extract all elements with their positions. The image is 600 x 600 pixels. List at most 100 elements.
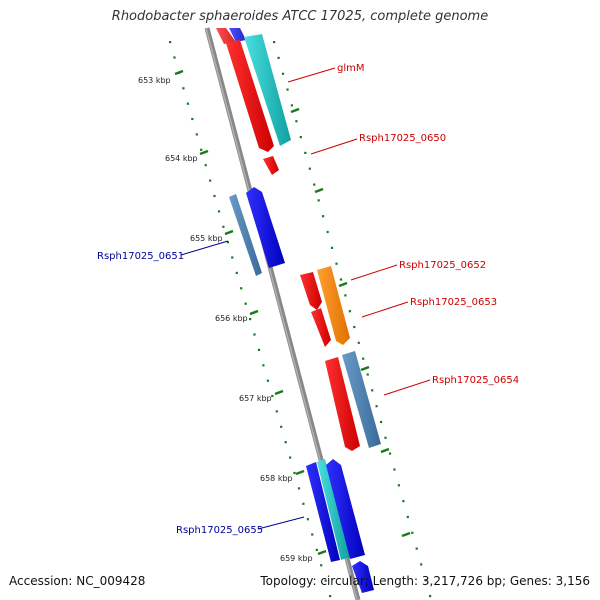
tick-dot (393, 468, 396, 471)
tick-dot (290, 104, 293, 107)
tick-dot (317, 199, 320, 202)
tick-dot (329, 595, 332, 598)
tick-dot (244, 302, 247, 305)
tick-mark (380, 447, 390, 454)
tick-mark (290, 107, 300, 114)
tick-dot (388, 452, 392, 455)
gene-label-glmM[interactable]: glmM (337, 63, 365, 74)
leader-line (287, 67, 336, 83)
feature-cyan-glmM[interactable] (244, 34, 291, 146)
tick-dot (335, 262, 338, 265)
gene-arrow-bottom-blue[interactable] (352, 561, 374, 593)
gene-labels: glmM Rsph17025_0650 Rsph17025_0651 Rsph1… (97, 63, 519, 536)
leader-line (310, 138, 358, 155)
tick-mark (274, 389, 284, 396)
tick-dot (397, 484, 400, 487)
tick-dot (384, 436, 387, 439)
tick-mark (224, 229, 234, 236)
tick-dot (297, 487, 301, 490)
gene-arrow-rsph0650[interactable] (263, 156, 279, 175)
tick-dot (182, 87, 185, 90)
tick-track-outer (169, 41, 332, 598)
tick-dot (357, 341, 360, 344)
feature-orange-rsph0653[interactable] (317, 266, 350, 345)
tick-dot (266, 379, 269, 382)
tick-dot (402, 500, 405, 503)
leader-line (361, 301, 409, 318)
tick-label: 655 kbp (190, 234, 223, 243)
tick-dot (344, 294, 347, 297)
gene-label-rsph0651[interactable]: Rsph17025_0651 (97, 251, 184, 262)
tick-track-inner (273, 41, 432, 598)
gene-label-rsph0652[interactable]: Rsph17025_0652 (399, 260, 486, 271)
tick-dot (169, 41, 172, 44)
tick-label: 653 kbp (138, 76, 171, 85)
tick-dot (415, 547, 418, 550)
gene-arrow-rsph0655-outer[interactable] (306, 462, 340, 562)
tick-dot (362, 357, 365, 360)
gene-label-rsph0654[interactable]: Rsph17025_0654 (432, 375, 519, 386)
tick-dot (213, 194, 216, 198)
tick-dot (406, 515, 409, 519)
gene-label-rsph0650[interactable]: Rsph17025_0650 (359, 133, 446, 144)
feature-cyan-rsph0655[interactable] (317, 459, 350, 560)
tick-dot (420, 563, 423, 566)
tick-dot (429, 595, 432, 598)
topology-label: Topology: circular; Length: 3,217,726 bp… (260, 574, 590, 588)
tick-dot (302, 502, 305, 505)
tick-mark (401, 531, 411, 538)
accession-label: Accession: NC_009428 (9, 574, 146, 588)
tick-dot (299, 136, 302, 139)
tick-dot (226, 241, 229, 244)
tick-dot (275, 410, 278, 413)
tick-dot (286, 88, 289, 91)
tick-dot (315, 548, 318, 551)
gene-arrow-top-blue[interactable] (229, 28, 246, 42)
feature-steelblue-rsph0654[interactable] (342, 351, 381, 448)
gene-arrow-rsph0654[interactable] (325, 357, 360, 451)
tick-mark (314, 187, 324, 194)
tick-dot (375, 405, 378, 408)
tick-label: 654 kbp (165, 154, 198, 163)
tick-label: 656 kbp (215, 314, 248, 323)
tick-mark (338, 281, 348, 288)
tick-dot (173, 56, 176, 59)
tick-dot (231, 256, 234, 259)
tick-mark (295, 469, 305, 476)
tick-dot (295, 120, 298, 123)
gene-arrow-rsph0655[interactable] (326, 459, 365, 559)
tick-dot (304, 151, 307, 154)
leader-line (180, 240, 229, 256)
tick-dot (271, 394, 274, 398)
tick-dot (186, 102, 189, 105)
tick-dot (249, 318, 252, 321)
gene-arrow-top-red[interactable] (216, 28, 236, 44)
leader-line (383, 379, 431, 396)
leader-line (257, 516, 305, 530)
tick-dot (339, 278, 343, 281)
tick-dot (324, 579, 327, 582)
gene-label-rsph0653[interactable]: Rsph17025_0653 (410, 297, 497, 308)
gene-arrow-glmM[interactable] (226, 40, 274, 152)
gene-label-rsph0655[interactable]: Rsph17025_0655 (176, 525, 263, 536)
tick-dot (330, 246, 334, 249)
tick-mark (317, 549, 327, 556)
feature-steelblue-rsph0651[interactable] (229, 194, 262, 276)
gene-arrow-rsph0652[interactable] (300, 272, 322, 310)
tick-label: 659 kbp (280, 554, 313, 563)
tick-dot (411, 531, 414, 534)
tick-marks: 653 kbp 654 kbp 655 kbp 656 kbp 657 kbp … (138, 69, 411, 563)
tick-dot (253, 333, 256, 336)
tick-dot (311, 533, 314, 536)
tick-label: 658 kbp (260, 474, 293, 483)
tick-dot (348, 310, 351, 313)
gene-arrow-rsph0653[interactable] (311, 308, 331, 347)
gene-arrow-rsph0651[interactable] (246, 187, 285, 268)
tick-dot (366, 373, 369, 376)
tick-dot (306, 518, 309, 521)
tick-mark (249, 309, 259, 316)
tick-dot (326, 230, 329, 234)
tick-dot (322, 215, 325, 218)
tick-dot (217, 210, 221, 213)
